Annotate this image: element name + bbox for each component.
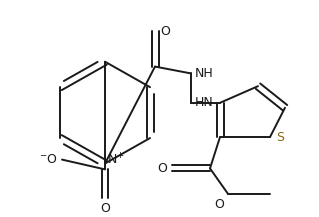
Text: O: O	[160, 25, 170, 38]
Text: N$^{+}$: N$^{+}$	[107, 152, 125, 168]
Text: NH: NH	[195, 67, 214, 80]
Text: $^{-}$O: $^{-}$O	[39, 153, 58, 166]
Text: O: O	[157, 162, 167, 175]
Text: S: S	[276, 131, 284, 144]
Text: O: O	[214, 198, 224, 211]
Text: O: O	[100, 202, 110, 215]
Text: HN: HN	[195, 96, 214, 109]
